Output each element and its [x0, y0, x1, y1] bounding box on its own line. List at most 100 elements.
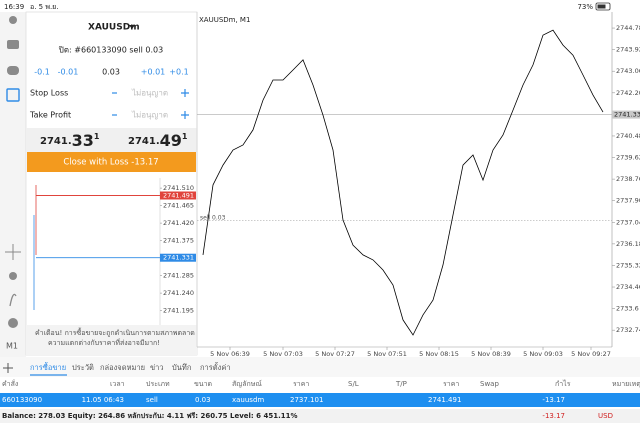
icon[interactable] [9, 293, 17, 307]
tick-label: 2741.285 [163, 272, 194, 280]
bid-price-tail: 1 [94, 132, 100, 141]
table-header: ราคา [443, 380, 459, 388]
bid-label-bg [160, 253, 196, 262]
close-label: ปิด: #660133090 sell 0.03 [58, 46, 163, 55]
table-header: คำสั่ง [2, 379, 18, 388]
y-tick-label: 2737.900 [616, 197, 640, 205]
table-header: ขนาด [194, 380, 212, 388]
close-button-label[interactable]: Close with Loss -13.17 [63, 158, 158, 168]
ask-label-bg [160, 191, 196, 200]
status-battery: 73% [577, 3, 593, 11]
x-tick-label: 5 Nov 07:03 [263, 350, 303, 358]
icon[interactable] [7, 66, 19, 75]
status-time: 16:39 [4, 3, 24, 11]
dropdown-arrow[interactable] [129, 25, 135, 29]
balance-summary: Balance: 278.03 Equity: 264.86 หลักประกั… [2, 412, 297, 420]
y-tick-label: 2738.760 [616, 175, 640, 183]
table-cell: xauusdm [232, 396, 264, 404]
warning-box [26, 325, 197, 355]
ask-price-tail: 1 [182, 132, 188, 141]
current-price-label: 2741.331 [614, 111, 640, 119]
balance-row [0, 409, 640, 423]
y-tick-label: 2743.920 [616, 46, 640, 54]
battery-icon [595, 2, 611, 11]
tab[interactable]: กล่องจดหมาย [100, 363, 145, 372]
table-header: เวลา [110, 380, 125, 388]
warning-line: คำเตือน! การซื้อขายจะถูกดำเนินการตามสภาพ… [35, 326, 195, 337]
tick-label: 2741.510 [163, 184, 194, 192]
y-tick-label: 2734.460 [616, 283, 640, 291]
plus-icon[interactable] [181, 89, 189, 97]
warning-line: ความแตกต่างกับราคาที่ส่งอาจมีมาก! [48, 338, 160, 347]
table-cell: 0.03 [195, 396, 211, 404]
y-tick-label: 2739.620 [616, 154, 640, 162]
y-tick-label: 2740.480 [616, 132, 640, 140]
volume-step[interactable]: +0.01 [141, 68, 166, 77]
icon[interactable] [8, 318, 18, 328]
volume-step[interactable]: +0.1 [169, 68, 188, 77]
y-tick-label: 2737.040 [616, 218, 640, 226]
tp-value[interactable]: ไม่อนุญาต [131, 111, 168, 120]
tab[interactable]: ประวัติ [72, 363, 94, 372]
tab-bar [0, 357, 640, 377]
bid-price: 2741.331 [40, 131, 100, 150]
tp-label: Take Profit [29, 111, 71, 120]
chart-title: XAUUSDm, M1 [199, 16, 250, 24]
sl-label: Stop Loss [30, 89, 68, 98]
table-header: หมายเหตุ [612, 380, 640, 388]
icon[interactable] [6, 88, 20, 102]
y-tick-label: 2744.780 [616, 24, 640, 32]
table-header: กำไร [555, 379, 571, 388]
sidebar [0, 12, 26, 357]
table-cell: sell [146, 396, 158, 404]
icon[interactable] [9, 272, 17, 280]
selected-row[interactable] [0, 393, 640, 407]
price-line [202, 29, 604, 336]
table-cell: 660133090 [2, 396, 42, 404]
volume-step[interactable]: -0.1 [34, 68, 50, 77]
x-tick-label: 5 Nov 08:15 [419, 350, 459, 358]
table-cell: 11.05 06:43 [82, 396, 124, 404]
y-tick-label: 2733.6 [616, 305, 639, 313]
tick-label: 2741.375 [163, 237, 194, 245]
price-box [26, 128, 197, 152]
tab[interactable]: บันทึก [172, 363, 191, 372]
order-line-label: sell 0.03 [200, 214, 226, 221]
bid-price-big: 33 [72, 131, 94, 150]
y-tick-label: 2742.200 [616, 89, 640, 97]
sl-tp-buttons [112, 89, 189, 119]
balance-profit: -13.17 [542, 412, 565, 420]
x-tick-label: 5 Nov 09:27 [571, 350, 611, 358]
tab[interactable]: การซื้อขาย [30, 362, 66, 372]
icon[interactable] [5, 244, 21, 260]
bid-label: 2741.331 [163, 254, 194, 262]
table-header: สัญลักษณ์ [232, 380, 262, 388]
table-header: ราคา [293, 380, 309, 388]
table-header: Swap [480, 380, 499, 388]
x-tick-label: 5 Nov 08:39 [471, 350, 511, 358]
tick-label: 2741.195 [163, 307, 194, 315]
battery-level [597, 4, 606, 9]
ask-price: 2741.491 [128, 131, 188, 150]
x-tick-label: 5 Nov 07:27 [315, 350, 355, 358]
table-header: ประเภท [146, 380, 170, 388]
order-panel [25, 11, 198, 356]
plus-icon[interactable] [181, 111, 189, 119]
close-button[interactable] [27, 152, 196, 172]
icon[interactable] [7, 40, 19, 49]
x-tick-label: 5 Nov 07:51 [367, 350, 407, 358]
tab[interactable]: การตั้งค่า [200, 362, 231, 372]
tab[interactable]: ข่าว [150, 363, 164, 372]
ask-price-big: 49 [160, 131, 182, 150]
table-cell: -13.17 [542, 396, 565, 404]
balance-currency: USD [598, 412, 613, 420]
add-icon[interactable] [3, 363, 13, 373]
sl-value[interactable]: ไม่อนุญาต [131, 89, 168, 98]
timeframe[interactable]: M1 [6, 342, 18, 351]
symbol[interactable]: XAUUSDm [88, 23, 140, 33]
y-tick-label: 2735.320 [616, 261, 640, 269]
ask-price-head: 2741. [128, 136, 160, 147]
status-date: อ. 5 พ.ย. [30, 3, 59, 11]
volume-step[interactable]: -0.01 [58, 68, 79, 77]
icon[interactable] [9, 16, 17, 24]
